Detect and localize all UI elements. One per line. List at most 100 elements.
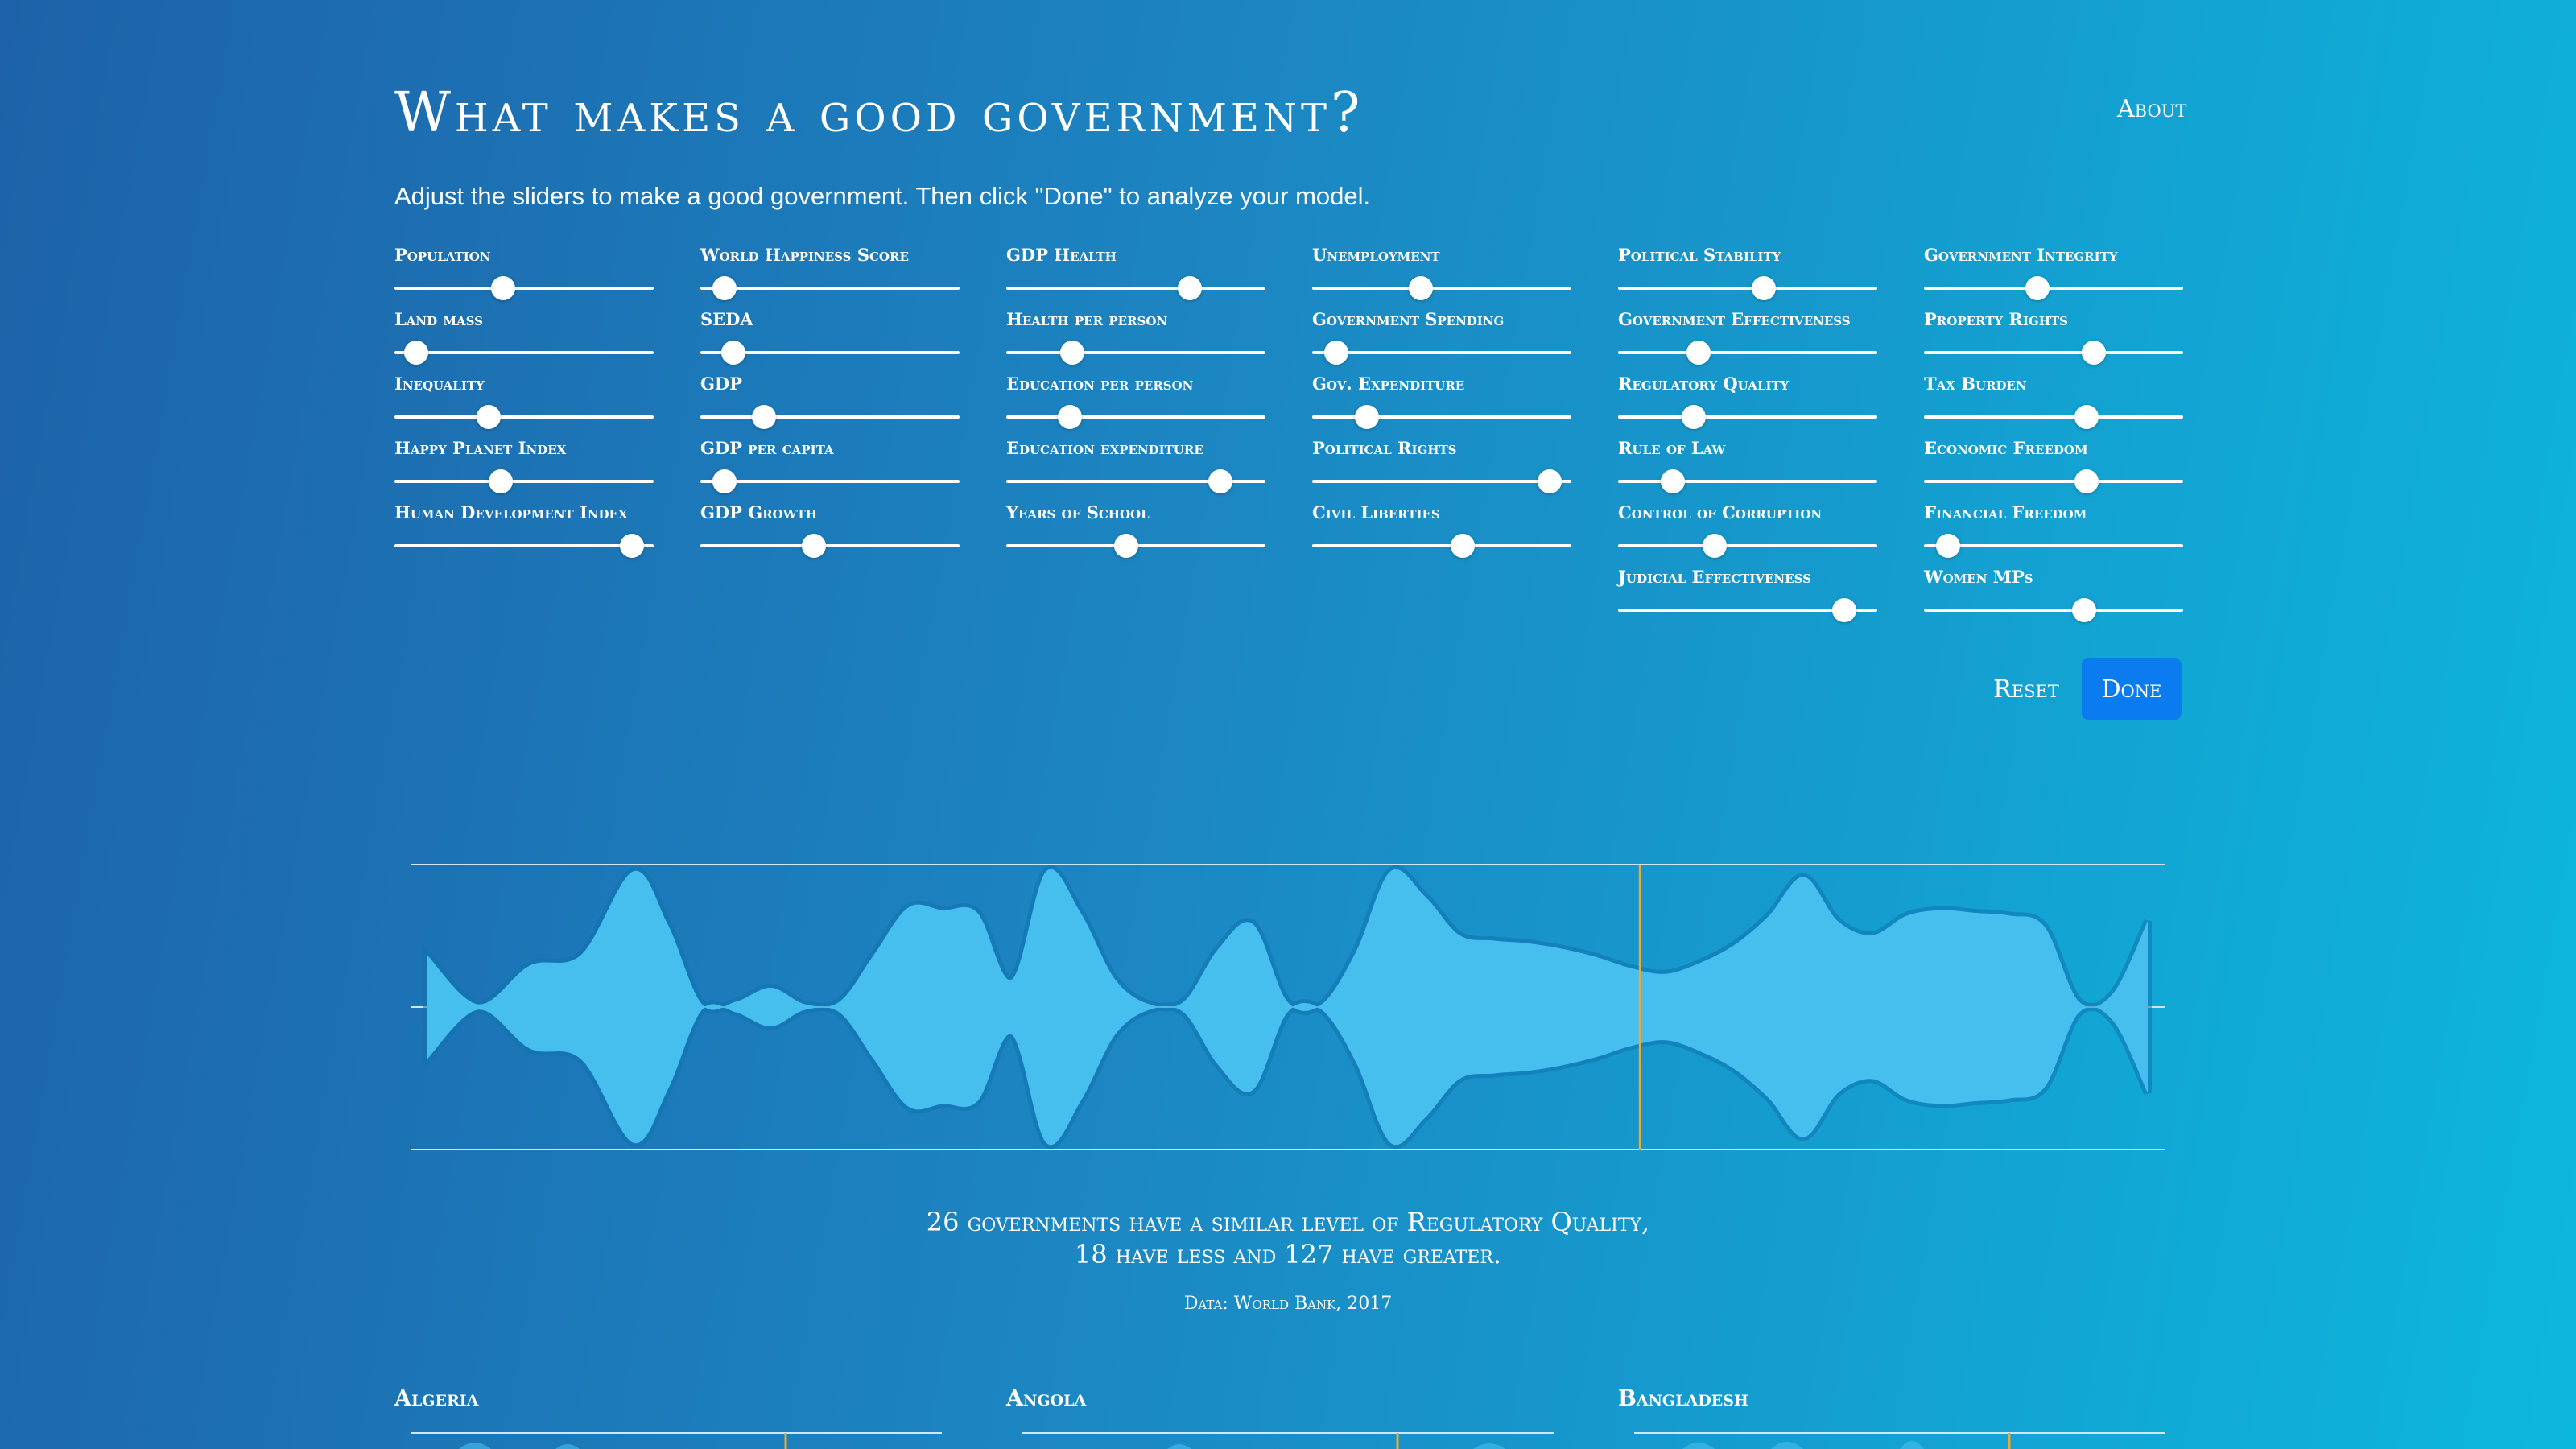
- slider-government-spending[interactable]: Government Spending: [1312, 306, 1571, 370]
- slider-financial-freedom[interactable]: Financial Freedom: [1924, 499, 2183, 564]
- slider-population[interactable]: Population: [394, 242, 654, 306]
- slider-track[interactable]: [1312, 287, 1571, 290]
- slider-track[interactable]: [1006, 287, 1265, 290]
- slider-health-per-person[interactable]: Health per person: [1006, 306, 1265, 370]
- slider-gdp-growth[interactable]: GDP Growth: [700, 499, 960, 564]
- slider-inequality[interactable]: Inequality: [394, 370, 654, 435]
- about-link[interactable]: About: [2117, 95, 2187, 123]
- slider-track[interactable]: [1618, 287, 1877, 290]
- slider-thumb[interactable]: [1752, 276, 1776, 300]
- slider-thumb[interactable]: [1355, 405, 1379, 429]
- slider-thumb[interactable]: [1114, 534, 1138, 558]
- slider-thumb[interactable]: [2025, 276, 2050, 300]
- slider-track[interactable]: [700, 544, 960, 547]
- data-source: Data: World Bank, 2017: [1183, 1294, 1393, 1314]
- slider-thumb[interactable]: [721, 341, 745, 365]
- slider-seda[interactable]: SEDA: [700, 306, 960, 370]
- slider-track[interactable]: [1618, 609, 1877, 612]
- slider-thumb[interactable]: [1208, 469, 1232, 493]
- slider-thumb[interactable]: [1703, 534, 1727, 558]
- slider-thumb[interactable]: [2074, 469, 2099, 493]
- slider-thumb[interactable]: [752, 405, 776, 429]
- slider-tax-burden[interactable]: Tax Burden: [1924, 370, 2183, 435]
- slider-thumb[interactable]: [1538, 469, 1562, 493]
- slider-track[interactable]: [700, 480, 960, 483]
- slider-track[interactable]: [1618, 415, 1877, 419]
- slider-gdp[interactable]: GDP: [700, 370, 960, 435]
- slider-thumb[interactable]: [1682, 405, 1706, 429]
- slider-track[interactable]: [1312, 351, 1571, 354]
- slider-thumb[interactable]: [2082, 341, 2106, 365]
- slider-unemployment[interactable]: Unemployment: [1312, 242, 1571, 306]
- slider-gov-expenditure[interactable]: Gov. Expenditure: [1312, 370, 1571, 435]
- slider-government-integrity[interactable]: Government Integrity: [1924, 242, 2183, 306]
- slider-thumb[interactable]: [1832, 598, 1856, 622]
- slider-human-development-index[interactable]: Human Development Index: [394, 499, 654, 564]
- slider-thumb[interactable]: [620, 534, 644, 558]
- slider-track[interactable]: [1006, 480, 1265, 483]
- slider-economic-freedom[interactable]: Economic Freedom: [1924, 435, 2183, 499]
- slider-gdp-health[interactable]: GDP Health: [1006, 242, 1265, 306]
- reset-button[interactable]: Reset: [1982, 658, 2070, 720]
- slider-civil-liberties[interactable]: Civil Liberties: [1312, 499, 1571, 564]
- slider-track[interactable]: [1618, 351, 1877, 354]
- slider-track[interactable]: [1312, 544, 1571, 547]
- slider-government-effectiveness[interactable]: Government Effectiveness: [1618, 306, 1877, 370]
- slider-thumb[interactable]: [712, 276, 737, 300]
- slider-track[interactable]: [394, 351, 654, 354]
- slider-thumb[interactable]: [491, 276, 515, 300]
- slider-education-per-person[interactable]: Education per person: [1006, 370, 1265, 435]
- slider-track[interactable]: [1312, 415, 1571, 419]
- slider-happy-planet-index[interactable]: Happy Planet Index: [394, 435, 654, 499]
- slider-track[interactable]: [1312, 480, 1571, 483]
- slider-women-mps[interactable]: Women MPs: [1924, 564, 2183, 628]
- slider-world-happiness-score[interactable]: World Happiness Score: [700, 242, 960, 306]
- slider-track[interactable]: [1924, 480, 2183, 483]
- slider-thumb[interactable]: [1451, 534, 1475, 558]
- slider-track[interactable]: [394, 415, 654, 419]
- slider-track[interactable]: [1924, 544, 2183, 547]
- slider-track[interactable]: [700, 287, 960, 290]
- slider-land-mass[interactable]: Land mass: [394, 306, 654, 370]
- slider-track[interactable]: [394, 480, 654, 483]
- slider-property-rights[interactable]: Property Rights: [1924, 306, 2183, 370]
- slider-track[interactable]: [1006, 351, 1265, 354]
- slider-thumb[interactable]: [1686, 341, 1711, 365]
- slider-track[interactable]: [1006, 415, 1265, 419]
- done-button[interactable]: Done: [2082, 658, 2182, 720]
- slider-education-expenditure[interactable]: Education expenditure: [1006, 435, 1265, 499]
- slider-thumb[interactable]: [712, 469, 737, 493]
- slider-judicial-effectiveness[interactable]: Judicial Effectiveness: [1618, 564, 1877, 628]
- slider-rule-of-law[interactable]: Rule of Law: [1618, 435, 1877, 499]
- slider-track[interactable]: [1924, 415, 2183, 419]
- slider-label: Human Development Index: [394, 502, 628, 522]
- slider-thumb[interactable]: [2072, 598, 2096, 622]
- slider-thumb[interactable]: [404, 341, 428, 365]
- slider-track[interactable]: [700, 351, 960, 354]
- slider-years-of-school[interactable]: Years of School: [1006, 499, 1265, 564]
- slider-thumb[interactable]: [2074, 405, 2099, 429]
- slider-thumb[interactable]: [1324, 341, 1348, 365]
- slider-track[interactable]: [1618, 480, 1877, 483]
- slider-track[interactable]: [1618, 544, 1877, 547]
- slider-track[interactable]: [394, 287, 654, 290]
- slider-thumb[interactable]: [1661, 469, 1685, 493]
- slider-political-rights[interactable]: Political Rights: [1312, 435, 1571, 499]
- slider-thumb[interactable]: [477, 405, 501, 429]
- slider-track[interactable]: [1924, 351, 2183, 354]
- slider-track[interactable]: [394, 544, 654, 547]
- slider-gdp-per-capita[interactable]: GDP per capita: [700, 435, 960, 499]
- slider-thumb[interactable]: [1409, 276, 1433, 300]
- slider-track[interactable]: [1924, 609, 2183, 612]
- slider-thumb[interactable]: [1060, 341, 1084, 365]
- slider-regulatory-quality[interactable]: Regulatory Quality: [1618, 370, 1877, 435]
- slider-thumb[interactable]: [489, 469, 513, 493]
- slider-track[interactable]: [700, 415, 960, 419]
- slider-thumb[interactable]: [1936, 534, 1960, 558]
- slider-thumb[interactable]: [802, 534, 826, 558]
- slider-track[interactable]: [1924, 287, 2183, 290]
- slider-political-stability[interactable]: Political Stability: [1618, 242, 1877, 306]
- slider-thumb[interactable]: [1058, 405, 1082, 429]
- slider-thumb[interactable]: [1178, 276, 1202, 300]
- slider-control-of-corruption[interactable]: Control of Corruption: [1618, 499, 1877, 564]
